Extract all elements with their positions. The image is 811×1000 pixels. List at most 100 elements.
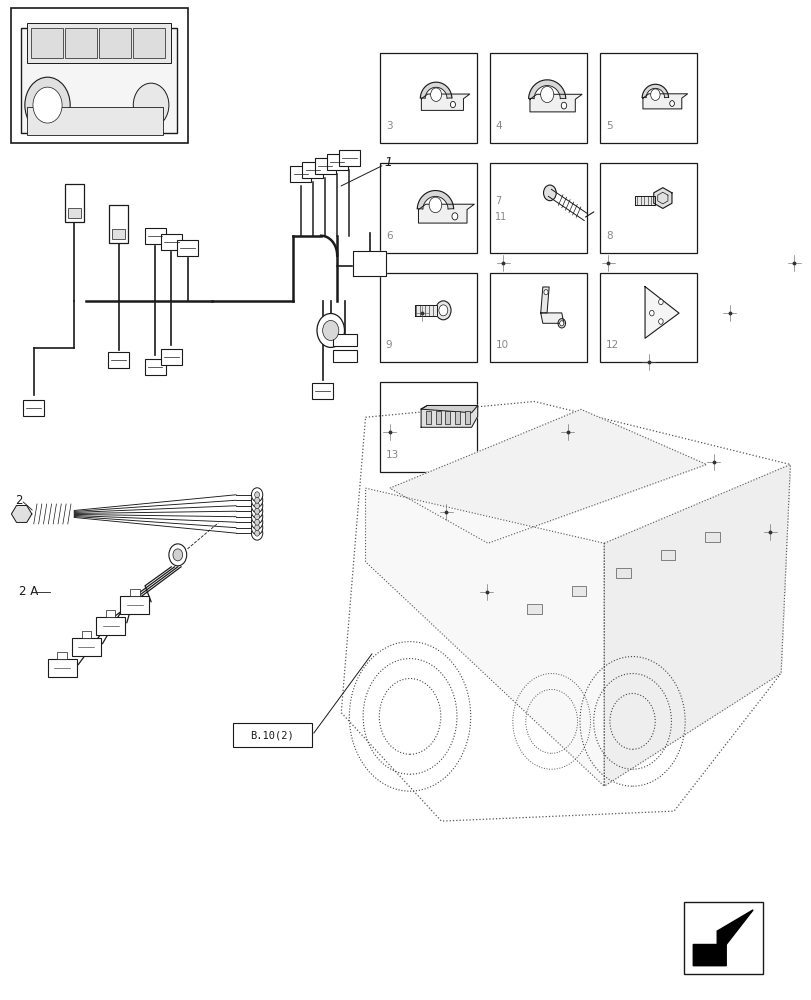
Bar xyxy=(338,150,359,166)
Circle shape xyxy=(251,504,263,518)
Bar xyxy=(65,28,97,58)
Text: 1: 1 xyxy=(384,156,392,169)
Bar xyxy=(705,532,719,542)
Circle shape xyxy=(658,319,663,324)
Polygon shape xyxy=(421,406,477,427)
Circle shape xyxy=(25,77,70,133)
Polygon shape xyxy=(417,191,453,209)
Bar xyxy=(233,723,311,747)
Bar xyxy=(130,589,139,596)
Bar xyxy=(81,631,91,638)
Bar xyxy=(144,359,165,375)
Text: 2 A: 2 A xyxy=(19,585,38,598)
Polygon shape xyxy=(389,409,706,543)
Polygon shape xyxy=(11,505,32,522)
Circle shape xyxy=(322,320,338,340)
Polygon shape xyxy=(414,305,437,316)
Circle shape xyxy=(452,213,457,220)
Bar xyxy=(444,411,450,424)
Circle shape xyxy=(251,510,263,524)
Bar xyxy=(616,568,630,578)
Bar xyxy=(67,208,80,218)
Polygon shape xyxy=(421,406,477,413)
Text: 7: 7 xyxy=(495,196,500,206)
Circle shape xyxy=(560,102,566,109)
Circle shape xyxy=(251,521,263,535)
Circle shape xyxy=(255,503,260,509)
Bar xyxy=(333,350,357,362)
Circle shape xyxy=(543,185,556,201)
Circle shape xyxy=(251,515,263,529)
Polygon shape xyxy=(530,94,581,112)
Polygon shape xyxy=(693,910,753,966)
Circle shape xyxy=(439,305,447,316)
Polygon shape xyxy=(644,287,678,338)
Bar xyxy=(28,23,171,63)
Circle shape xyxy=(251,526,263,540)
Text: 3: 3 xyxy=(385,121,392,131)
Circle shape xyxy=(429,197,441,213)
Circle shape xyxy=(173,549,182,561)
Circle shape xyxy=(251,499,263,513)
Circle shape xyxy=(255,530,260,536)
Bar xyxy=(302,162,323,178)
Text: 13: 13 xyxy=(385,450,398,460)
Circle shape xyxy=(316,314,344,347)
Polygon shape xyxy=(540,287,548,313)
Bar xyxy=(290,166,311,182)
Bar xyxy=(380,382,477,472)
Bar xyxy=(333,334,357,346)
Circle shape xyxy=(255,497,260,503)
Bar xyxy=(64,184,84,222)
Bar xyxy=(48,659,76,677)
Bar xyxy=(314,158,335,174)
Bar xyxy=(526,604,541,614)
Circle shape xyxy=(436,301,450,320)
Bar xyxy=(109,205,128,243)
Bar xyxy=(96,617,125,635)
Bar xyxy=(571,586,586,596)
Circle shape xyxy=(169,544,187,566)
Bar xyxy=(112,229,125,239)
Bar xyxy=(120,596,149,614)
Text: B.10(2): B.10(2) xyxy=(251,730,294,740)
Polygon shape xyxy=(642,84,667,98)
Circle shape xyxy=(559,321,563,326)
Bar xyxy=(464,411,469,424)
Circle shape xyxy=(557,319,565,328)
Polygon shape xyxy=(353,251,385,276)
Circle shape xyxy=(255,525,260,531)
Bar xyxy=(105,610,115,617)
Bar xyxy=(380,273,477,362)
Bar xyxy=(660,550,675,560)
Bar xyxy=(599,163,697,253)
Circle shape xyxy=(430,88,441,101)
Polygon shape xyxy=(635,196,654,205)
Bar xyxy=(177,240,198,256)
Bar xyxy=(71,638,101,656)
Bar xyxy=(454,411,459,424)
Text: 9: 9 xyxy=(385,340,392,350)
Bar xyxy=(108,352,129,368)
Text: 2: 2 xyxy=(15,494,23,507)
Circle shape xyxy=(255,519,260,525)
Bar xyxy=(161,234,182,250)
Bar xyxy=(380,163,477,253)
Text: 6: 6 xyxy=(385,231,392,241)
Text: 5: 5 xyxy=(605,121,611,131)
Bar xyxy=(32,28,62,58)
Bar xyxy=(57,652,67,659)
Bar xyxy=(683,902,762,974)
Polygon shape xyxy=(642,94,687,109)
Bar xyxy=(11,8,187,143)
Polygon shape xyxy=(540,313,563,323)
Polygon shape xyxy=(603,464,789,786)
Bar xyxy=(490,273,586,362)
Circle shape xyxy=(649,310,654,316)
Bar xyxy=(133,28,165,58)
Circle shape xyxy=(251,488,263,502)
Polygon shape xyxy=(420,82,451,98)
Text: 10: 10 xyxy=(496,340,508,350)
Polygon shape xyxy=(365,488,603,786)
Circle shape xyxy=(255,508,260,514)
